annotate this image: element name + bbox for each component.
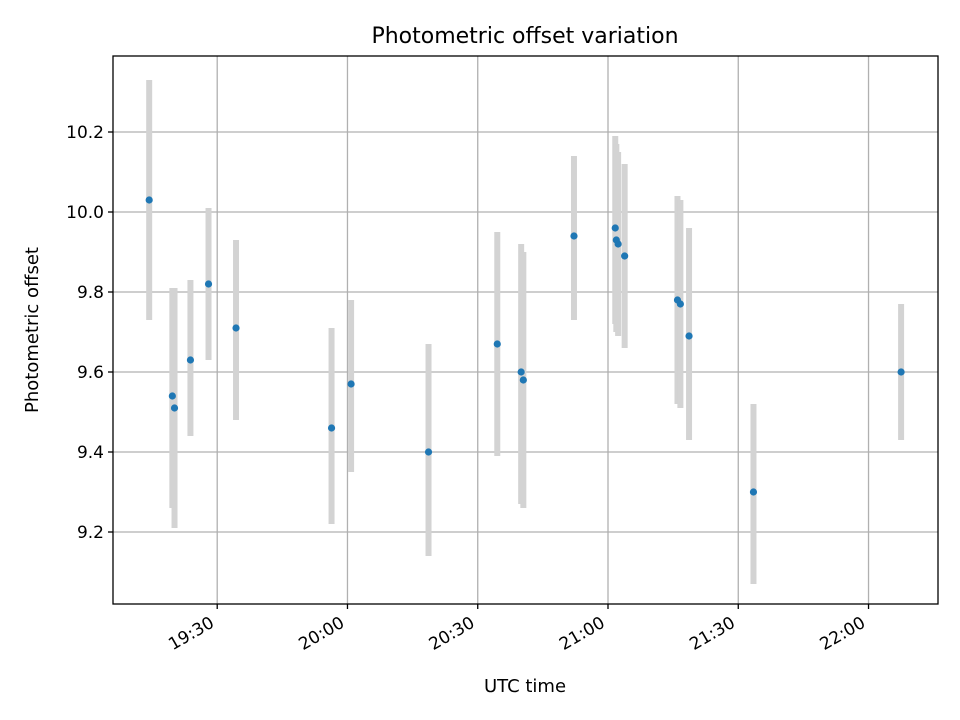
y-tick-label: 9.2	[77, 523, 104, 543]
data-point	[676, 300, 684, 308]
data-point	[347, 380, 355, 388]
y-tick-label: 9.8	[77, 283, 104, 303]
data-point	[519, 376, 527, 384]
data-point	[614, 240, 622, 248]
data-point	[232, 324, 240, 332]
y-tick-label: 10.0	[66, 203, 104, 223]
y-axis-label: Photometric offset	[22, 247, 43, 413]
data-point	[621, 252, 629, 260]
x-axis-label: UTC time	[484, 676, 566, 697]
data-point	[170, 404, 179, 412]
point-layer	[145, 196, 905, 496]
data-point	[327, 424, 336, 432]
data-point	[685, 332, 693, 340]
data-point	[749, 488, 758, 496]
data-point	[517, 368, 525, 376]
data-point	[897, 368, 905, 376]
data-point	[493, 340, 501, 348]
data-point	[204, 280, 213, 288]
data-point	[145, 196, 153, 204]
y-tick-label: 9.4	[77, 443, 104, 463]
data-point	[611, 224, 619, 232]
data-point	[186, 356, 195, 364]
y-tick-label: 9.6	[77, 363, 104, 383]
chart-title: Photometric offset variation	[371, 24, 678, 49]
y-tick-label: 10.2	[66, 123, 104, 143]
data-point	[570, 232, 578, 240]
plot-frame	[112, 55, 939, 605]
data-point	[168, 392, 176, 400]
data-point	[424, 448, 433, 456]
